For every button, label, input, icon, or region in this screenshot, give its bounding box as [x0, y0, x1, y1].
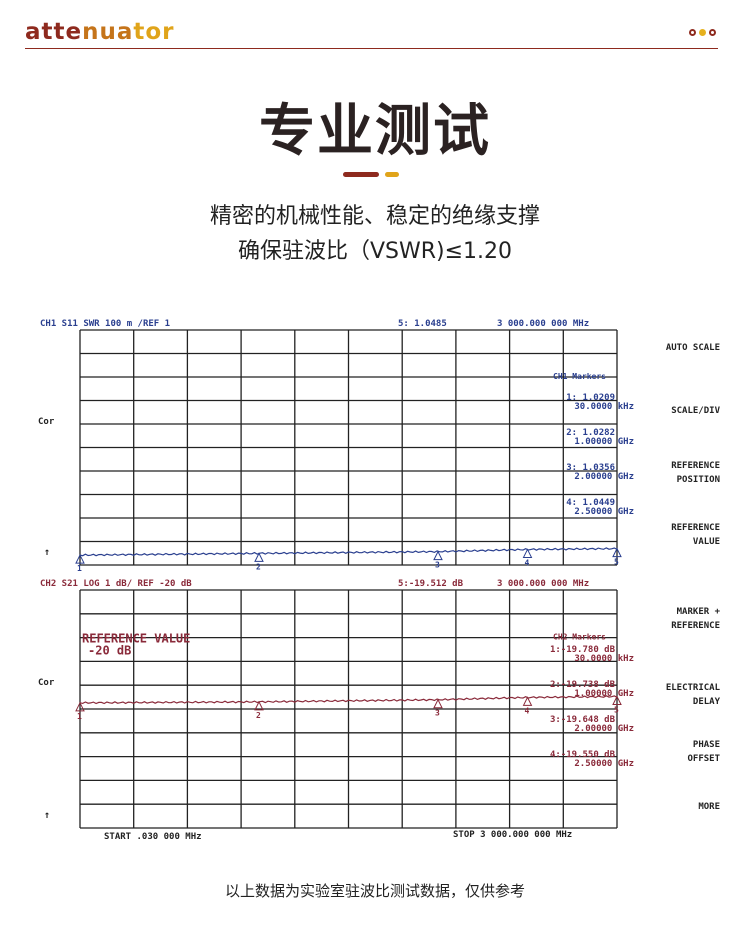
marker-triangle: [522, 548, 533, 558]
header-divider: [25, 48, 718, 49]
softkey-label[interactable]: VALUE: [693, 537, 720, 547]
side-label: Cor: [38, 678, 55, 688]
marker-number: 5: [614, 558, 619, 567]
stop-frequency: STOP 3 000.000 000 MHz: [453, 830, 572, 840]
marker-triangle: [612, 547, 622, 558]
subtitle-line-2: 确保驻波比（VSWR)≤1.20: [237, 239, 513, 264]
marker-number: 1: [77, 564, 82, 573]
active-marker-readout: 5:-19.512 dB: [398, 579, 464, 589]
footnote: 以上数据为实验室驻波比测试数据，仅供参考: [224, 882, 525, 900]
marker-number: 3: [435, 561, 440, 570]
softkey-label[interactable]: REFERENCE: [671, 461, 720, 471]
marker-value: 1: 1.0209: [566, 393, 615, 403]
channel-header: CH1 S11 SWR 100 m /REF 1: [40, 319, 170, 329]
marker-value: 4:-19.550 dB: [550, 750, 616, 760]
softkey-label[interactable]: SCALE/DIV: [671, 406, 720, 416]
marker-number: 4: [524, 558, 529, 567]
marker-frequency: 1.00000 GHz: [574, 437, 634, 447]
marker-frequency: 2.00000 GHz: [574, 472, 634, 482]
marker-value: 4: 1.0449: [566, 498, 615, 508]
marker-frequency: 30.0000 kHz: [574, 402, 634, 412]
ref-arrow: ↑: [44, 547, 50, 558]
softkey-label[interactable]: POSITION: [677, 475, 720, 485]
markers-title: CH2 Markers: [553, 633, 606, 642]
dots-decoration: [689, 29, 716, 36]
annotation-line-2: -20 dB: [88, 643, 131, 657]
marker-value: 3: 1.0356: [566, 463, 615, 473]
marker-value: 2:-19.738 dB: [550, 680, 616, 690]
channel-header: CH2 S21 LOG 1 dB/ REF -20 dB: [40, 579, 192, 589]
marker-frequency: 2.50000 GHz: [574, 759, 634, 769]
marker-frequency: 2.50000 GHz: [574, 507, 634, 517]
subtitle-line-1: 精密的机械性能、稳定的绝缘支撑: [209, 204, 540, 229]
marker-number: 4: [524, 706, 529, 715]
active-frequency: 3 000.000 000 MHz: [497, 579, 589, 589]
softkey-label[interactable]: REFERENCE: [671, 523, 720, 533]
marker-triangle: [254, 552, 264, 562]
ref-arrow: ↑: [44, 810, 50, 821]
softkey-label[interactable]: DELAY: [693, 697, 721, 707]
softkey-label[interactable]: MORE: [698, 802, 720, 812]
softkey-label[interactable]: AUTO SCALE: [666, 343, 720, 353]
marker-frequency: 2.00000 GHz: [574, 724, 634, 734]
marker-triangle: [522, 696, 533, 706]
brand-logo: attenuator: [25, 19, 175, 45]
active-frequency: 3 000.000 000 MHz: [497, 319, 589, 329]
softkey-label[interactable]: REFERENCE: [671, 621, 720, 631]
marker-frequency: 30.0000 kHz: [574, 654, 634, 664]
accent-bar: [343, 172, 379, 177]
page-title: 专业测试: [259, 99, 491, 164]
marker-triangle: [75, 701, 85, 712]
vna-plot: CH1 S11 SWR 100 m /REF 1 5: 1.0485 3 000.0…: [38, 319, 721, 840]
marker-number: 5: [614, 706, 619, 715]
marker-number: 3: [435, 709, 440, 718]
start-frequency: START .030 000 MHz: [104, 832, 202, 840]
marker-number: 1: [77, 712, 82, 721]
marker-triangle: [612, 695, 622, 706]
marker-value: 3:-19.648 dB: [550, 715, 616, 725]
marker-value: 2: 1.0282: [566, 428, 615, 438]
marker-triangle: [433, 550, 443, 561]
softkey-label[interactable]: MARKER +: [677, 607, 721, 617]
marker-number: 2: [256, 711, 261, 720]
accent-bar-small: [385, 172, 399, 177]
marker-number: 2: [256, 562, 261, 571]
marker-triangle: [75, 553, 85, 564]
marker-triangle: [254, 700, 264, 711]
side-label: Cor: [38, 417, 55, 427]
annotation-line-1: REFERENCE VALUE: [82, 631, 190, 645]
softkey-label[interactable]: OFFSET: [687, 754, 720, 764]
softkey-label[interactable]: ELECTRICAL: [666, 683, 721, 693]
softkey-label[interactable]: PHASE: [693, 740, 720, 750]
marker-frequency: 1.00000 GHz: [574, 689, 634, 699]
markers-title: CH1 Markers: [553, 372, 606, 381]
marker-value: 1:-19.780 dB: [550, 645, 616, 655]
marker-triangle: [433, 698, 443, 709]
active-marker-readout: 5: 1.0485: [398, 319, 447, 329]
